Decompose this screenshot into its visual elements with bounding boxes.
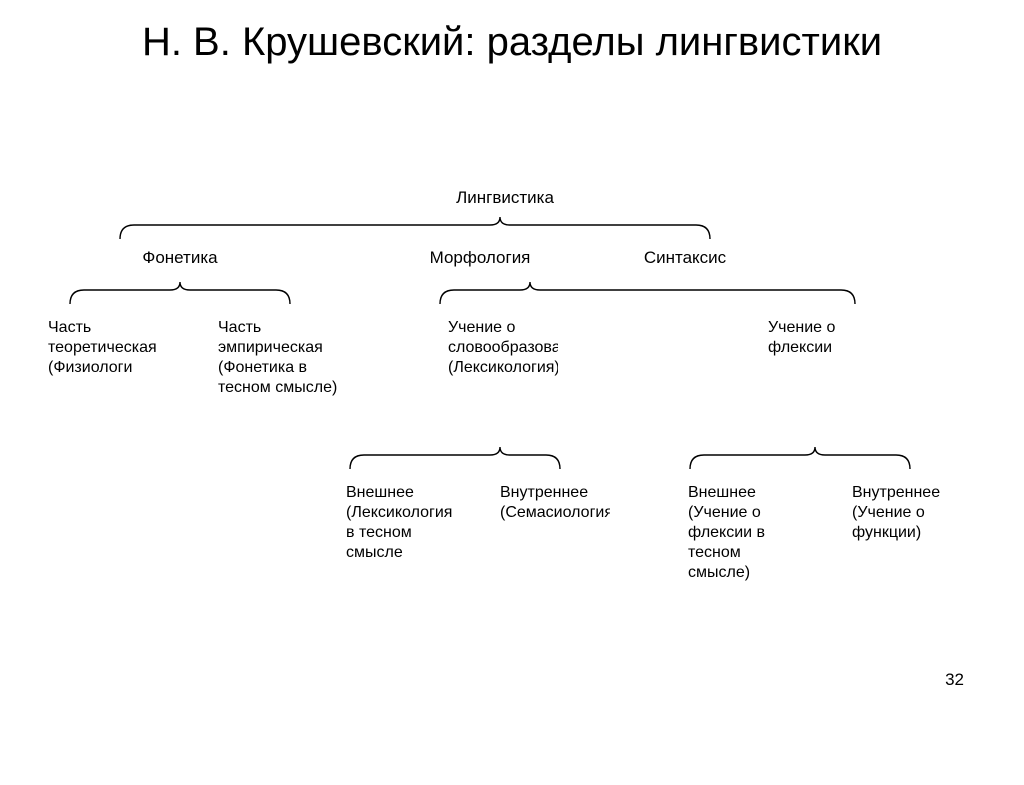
leaf-wordformation-internal: Внутреннее (Семасиология) [500, 483, 610, 523]
leaf-morph-flexion: Учение о флексии [768, 318, 878, 358]
leaf-morph-wordformation: Учение о словообразовании (Лексикология) [448, 318, 558, 378]
node-morphology: Морфология [415, 248, 545, 268]
node-syntax: Синтаксис [625, 248, 745, 268]
leaf-wordformation-external: Внешнее (Лексикология в тесном смысле [346, 483, 456, 563]
brace-layer [0, 18, 1024, 785]
leaf-phonetics-theoretical: Часть теоретическая (Физиологи [48, 318, 168, 378]
node-phonetics: Фонетика [120, 248, 240, 268]
leaf-flexion-external: Внешнее (Учение о флексии в тесном смысл… [688, 483, 798, 583]
brace-wordform [350, 447, 560, 469]
node-root: Лингвистика [440, 188, 570, 208]
brace-morphology [440, 282, 855, 304]
brace-phonetics [70, 282, 290, 304]
leaf-flexion-internal: Внутреннее (Учение о функции) [852, 483, 962, 543]
leaf-phonetics-empirical: Часть эмпирическая (Фонетика в тесном см… [218, 318, 338, 398]
brace-flexion [690, 447, 910, 469]
page-number: 32 [945, 670, 964, 690]
brace-root [120, 217, 710, 239]
